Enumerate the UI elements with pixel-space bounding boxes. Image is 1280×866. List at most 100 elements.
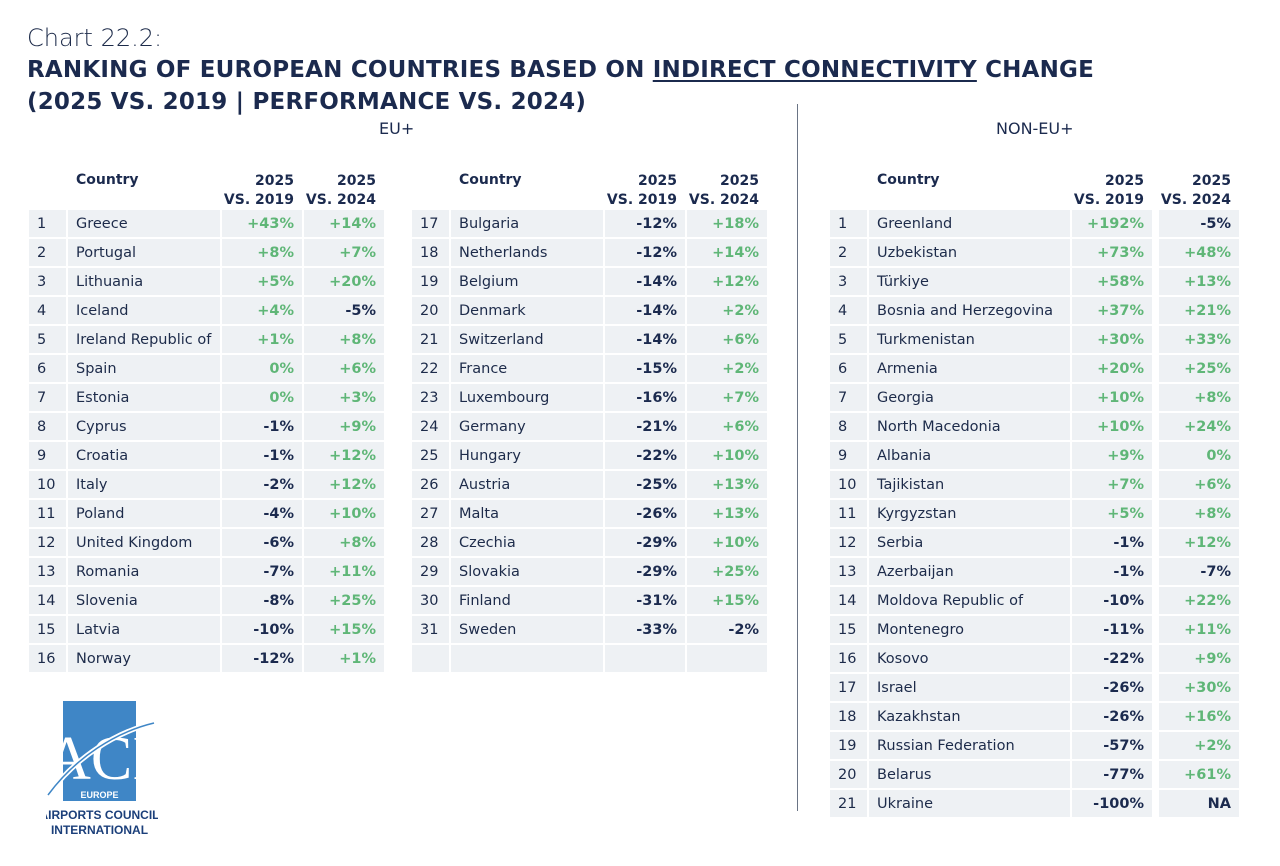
country-cell: Montenegro: [869, 616, 1070, 643]
country-cell: Czechia: [451, 529, 603, 556]
country-cell: Germany: [451, 413, 603, 440]
rank-cell: 6: [830, 355, 867, 382]
non-eu-header-vs-2024-bottom: VS. 2024: [1160, 192, 1231, 208]
change-vs-2024-cell: +12%: [1159, 529, 1239, 556]
change-vs-2024-cell: +10%: [687, 529, 767, 556]
country-cell: Spain: [68, 355, 220, 382]
change-vs-2019-cell: -2%: [222, 471, 302, 498]
rank-cell: 20: [830, 761, 867, 788]
change-vs-2019-cell: -33%: [605, 616, 685, 643]
change-vs-2024-cell: +10%: [304, 500, 384, 527]
change-vs-2024-cell: +15%: [687, 587, 767, 614]
logo-letters: ACI: [46, 725, 153, 793]
change-vs-2019-cell: 0%: [222, 384, 302, 411]
country-cell: Croatia: [68, 442, 220, 469]
rank-cell: 19: [412, 268, 449, 295]
rank-cell: 10: [29, 471, 66, 498]
change-vs-2024-cell: +22%: [1159, 587, 1239, 614]
change-vs-2024-cell: +48%: [1159, 239, 1239, 266]
change-vs-2019-cell: +73%: [1072, 239, 1152, 266]
chart-number: Chart 22.2:: [27, 24, 163, 52]
country-cell: France: [451, 355, 603, 382]
country-cell: Italy: [68, 471, 220, 498]
eu-left-header-vs-2019-bottom: VS. 2019: [223, 192, 294, 208]
country-cell: Ukraine: [869, 790, 1070, 817]
change-vs-2019-cell: -14%: [605, 297, 685, 324]
change-vs-2019-cell: -11%: [1072, 616, 1152, 643]
country-cell: Switzerland: [451, 326, 603, 353]
country-cell: Estonia: [68, 384, 220, 411]
non-eu-header-vs-2019: 2025 VS. 2019: [1072, 172, 1144, 210]
rank-cell: 1: [830, 210, 867, 237]
aci-europe-logo: ACI EUROPE AIRPORTS COUNCIL INTERNATIONA…: [40, 697, 160, 837]
rank-cell: 3: [29, 268, 66, 295]
rank-cell: 29: [412, 558, 449, 585]
change-vs-2024-cell: +9%: [1159, 645, 1239, 672]
change-vs-2019-cell: 0%: [222, 355, 302, 382]
change-vs-2019-cell: +37%: [1072, 297, 1152, 324]
country-cell: Azerbaijan: [869, 558, 1070, 585]
change-vs-2019-cell: +9%: [1072, 442, 1152, 469]
change-vs-2019-cell: -10%: [1072, 587, 1152, 614]
non-eu-header: Country 2025 VS. 2019 2025 VS. 2024: [830, 164, 1239, 210]
country-cell: Greenland: [869, 210, 1070, 237]
change-vs-2019-cell: +5%: [1072, 500, 1152, 527]
change-vs-2024-cell: +3%: [304, 384, 384, 411]
title-suffix: CHANGE: [976, 57, 1095, 83]
change-vs-2019-cell: -12%: [605, 239, 685, 266]
change-vs-2024-cell: +6%: [687, 326, 767, 353]
country-cell: North Macedonia: [869, 413, 1070, 440]
rank-cell: 8: [830, 413, 867, 440]
eu-left-header-vs-2019: 2025 VS. 2019: [222, 172, 294, 210]
country-cell: Uzbekistan: [869, 239, 1070, 266]
change-vs-2024-cell: -7%: [1159, 558, 1239, 585]
country-cell: Slovakia: [451, 558, 603, 585]
country-cell: Cyprus: [68, 413, 220, 440]
rank-cell: 5: [29, 326, 66, 353]
change-vs-2019-cell: -100%: [1072, 790, 1152, 817]
change-vs-2024-cell: +13%: [687, 500, 767, 527]
change-vs-2019-cell: -1%: [1072, 529, 1152, 556]
rank-cell: 1: [29, 210, 66, 237]
country-cell: Iceland: [68, 297, 220, 324]
change-vs-2019-cell: +8%: [222, 239, 302, 266]
rank-cell: 14: [830, 587, 867, 614]
country-cell: Finland: [451, 587, 603, 614]
change-vs-2019-cell: -1%: [1072, 558, 1152, 585]
country-cell: Israel: [869, 674, 1070, 701]
change-vs-2024-cell: +61%: [1159, 761, 1239, 788]
rank-cell: 13: [830, 558, 867, 585]
change-vs-2024-cell: 0%: [1159, 442, 1239, 469]
change-vs-2024-cell: +8%: [304, 529, 384, 556]
rank-cell: 7: [29, 384, 66, 411]
change-vs-2024-cell: +14%: [687, 239, 767, 266]
change-vs-2024-cell: +13%: [687, 471, 767, 498]
change-vs-2019-cell: -29%: [605, 529, 685, 556]
change-vs-2019-cell: -8%: [222, 587, 302, 614]
rank-cell: 22: [412, 355, 449, 382]
eu-right-header-country: Country: [459, 172, 522, 188]
change-vs-2019-cell: -10%: [222, 616, 302, 643]
country-cell: Belgium: [451, 268, 603, 295]
eu-right-header-vs-2024: 2025 VS. 2024: [687, 172, 759, 210]
change-vs-2024-cell: +13%: [1159, 268, 1239, 295]
change-vs-2019-cell: -14%: [605, 326, 685, 353]
chart-title-line-2: (2025 VS. 2019 | PERFORMANCE VS. 2024): [27, 89, 587, 115]
logo-line-1: AIRPORTS COUNCIL: [46, 808, 158, 822]
rank-cell: 3: [830, 268, 867, 295]
change-vs-2024-cell: +7%: [687, 384, 767, 411]
rank-cell: [412, 645, 449, 672]
change-vs-2024-cell: -2%: [687, 616, 767, 643]
change-vs-2024-cell: +16%: [1159, 703, 1239, 730]
change-vs-2019-cell: +58%: [1072, 268, 1152, 295]
country-cell: Poland: [68, 500, 220, 527]
change-vs-2024-cell: +18%: [687, 210, 767, 237]
country-cell: Latvia: [68, 616, 220, 643]
rank-cell: 17: [412, 210, 449, 237]
country-cell: Lithuania: [68, 268, 220, 295]
change-vs-2024-cell: -5%: [1159, 210, 1239, 237]
change-vs-2019-cell: +5%: [222, 268, 302, 295]
change-vs-2019-cell: -21%: [605, 413, 685, 440]
change-vs-2024-cell: +33%: [1159, 326, 1239, 353]
change-vs-2019-cell: -6%: [222, 529, 302, 556]
